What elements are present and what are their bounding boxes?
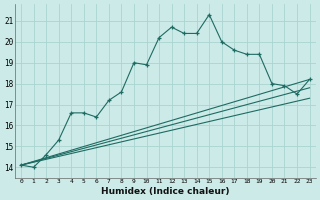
X-axis label: Humidex (Indice chaleur): Humidex (Indice chaleur) [101, 187, 229, 196]
